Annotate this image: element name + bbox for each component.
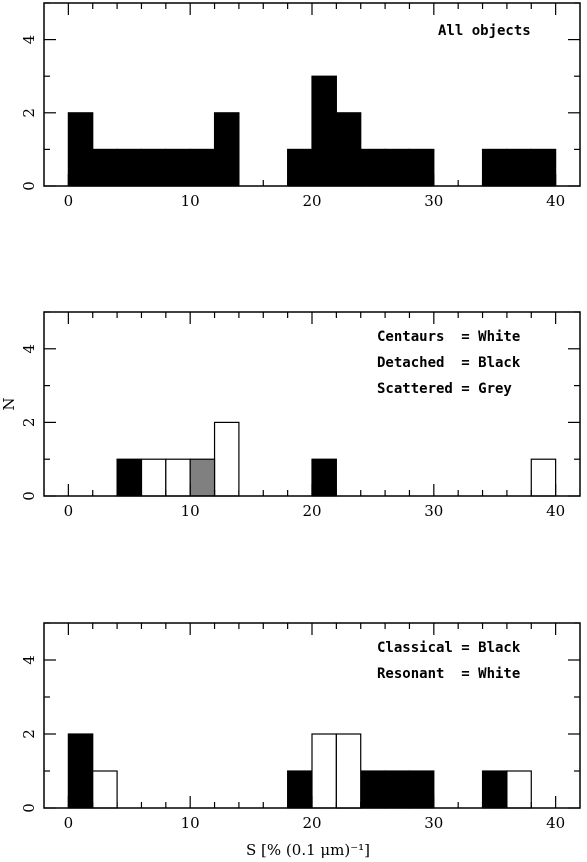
y-tick-label: 4 [20,655,38,665]
y-tick-label: 0 [20,491,38,501]
bar-top-s0-34 [481,148,508,187]
x-tick-label: 20 [302,502,321,520]
panel-middle: 0 10 20 30 40 0 2 4 Centaurs = White Detached = B… [0,311,581,520]
bar-top-s0-28 [408,148,435,187]
panel-top: 0 10 20 30 40 0 2 4 All objects [20,2,581,210]
x-tick-label: 20 [302,192,321,210]
bar-middle-s0-12 [213,421,240,497]
bar-bottom-s0-34 [481,770,508,809]
x-tick-label: 30 [424,814,443,832]
bar-top-s0-38 [530,148,557,187]
legend-entry: Scattered = Grey [377,381,512,397]
bar-top-s0-0 [67,112,94,187]
x-tick-label: 40 [546,502,565,520]
x-tick-label: 0 [64,502,74,520]
y-axis-title: N [0,397,18,410]
x-tick-label: 0 [64,814,74,832]
bar-top-s0-8 [165,148,191,187]
bar-middle-s0-38 [530,458,557,497]
x-tick-label: 30 [424,502,443,520]
bar-top-s0-6 [140,148,167,187]
x-tick-label: 10 [181,192,200,210]
legend-entry: Detached = Black [377,355,521,371]
legend-entry: Resonant = White [377,666,520,682]
bar-middle-s0-6 [140,458,167,497]
x-tick-label: 40 [546,192,565,210]
panel-bottom: 0 10 20 30 40 0 2 4 Classical = Black Resonant = … [20,622,581,859]
legend-entry: Centaurs = White [377,329,520,345]
y-tick-label: 4 [20,35,38,45]
bar-top-s0-36 [506,148,532,187]
y-tick-label: 2 [20,108,38,118]
bar-top-s0-18 [287,148,313,187]
x-tick-label: 40 [546,814,565,832]
bar-middle-s1-20 [311,458,337,497]
x-tick-label: 10 [181,502,200,520]
bar-bottom-s0-28 [408,770,435,809]
bar-middle-s0-8 [165,458,191,497]
legend-entry: All objects [438,23,531,39]
bar-bottom-s0-18 [287,770,313,809]
bar-top-s0-10 [189,148,216,187]
y-tick-label: 4 [20,344,38,354]
y-tick-label: 2 [20,418,38,428]
bar-bottom-s0-0 [67,733,94,809]
y-tick-label: 0 [20,181,38,191]
x-tick-label: 10 [181,814,200,832]
bar-top-s0-20 [311,75,337,187]
y-tick-label: 0 [20,803,38,813]
bar-bottom-s1-20 [311,733,337,809]
bar-bottom-s1-36 [506,770,532,809]
bar-top-s0-2 [92,148,118,187]
bar-top-s0-12 [213,112,240,187]
y-tick-label: 2 [20,729,38,739]
x-tick-label: 30 [424,192,443,210]
bar-bottom-s1-22 [335,733,362,809]
bar-top-s0-4 [116,148,143,187]
x-axis-title: S [% (0.1 μm)⁻¹] [246,841,370,859]
bar-middle-s1-4 [116,458,143,497]
bar-bottom-s1-2 [92,770,118,809]
x-tick-label: 0 [64,192,74,210]
bar-middle-s2-10 [189,458,216,497]
bar-top-s0-24 [360,148,386,187]
bar-top-s0-26 [384,148,411,187]
x-tick-label: 20 [302,814,321,832]
bar-bottom-s0-26 [384,770,411,809]
legend-entry: Classical = Black [377,640,521,656]
bar-top-s0-22 [335,112,362,187]
bar-bottom-s0-24 [360,770,386,809]
